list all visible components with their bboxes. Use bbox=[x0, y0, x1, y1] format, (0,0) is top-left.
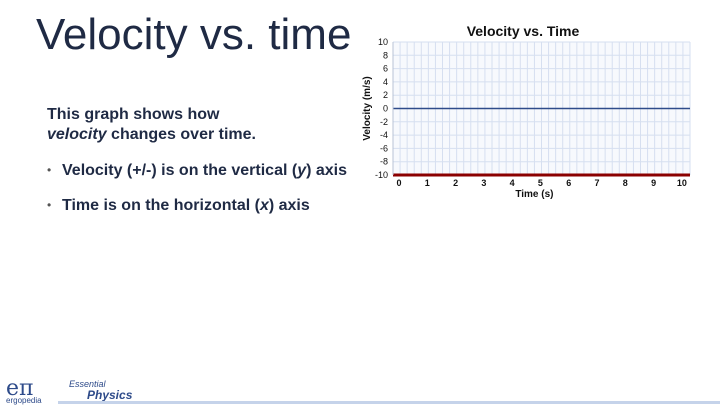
bullet-text: Velocity (+/-) is on the vertical ( bbox=[62, 162, 298, 179]
y-tick-label: -10 bbox=[375, 170, 388, 180]
bullet-variable: y bbox=[297, 162, 307, 179]
bullet-text: ) axis bbox=[306, 162, 348, 179]
y-tick-label: 0 bbox=[383, 104, 388, 114]
y-tick-label: 6 bbox=[383, 64, 388, 74]
axes-group bbox=[392, 42, 690, 177]
intro-prefix: This graph shows how bbox=[47, 106, 220, 123]
intro-suffix: changes over time. bbox=[106, 126, 256, 143]
bullet-text: ) axis bbox=[268, 197, 310, 214]
x-tick-label: 3 bbox=[481, 178, 486, 188]
x-tick-label: 2 bbox=[453, 178, 458, 188]
bullet-list: • Velocity (+/-) is on the vertical (y) … bbox=[47, 160, 347, 230]
physics-logo-text: Physics bbox=[87, 388, 133, 402]
x-tick-labels: 0 1 2 3 4 5 6 7 8 9 10 bbox=[396, 178, 686, 188]
x-tick-label: 5 bbox=[538, 178, 543, 188]
footer-divider bbox=[58, 401, 720, 404]
essential-logo-text: Essential bbox=[69, 379, 106, 389]
y-tick-label: -2 bbox=[380, 117, 388, 127]
x-axis-label: Time (s) bbox=[515, 189, 553, 200]
bullet-item-time-axis: • Time is on the horizontal (x) axis bbox=[47, 195, 347, 216]
ergopedia-logo-icon: eπ bbox=[6, 376, 34, 401]
chart-title: Velocity vs. Time bbox=[467, 23, 580, 39]
y-tick-label: 2 bbox=[383, 90, 388, 100]
x-tick-label: 7 bbox=[594, 178, 599, 188]
y-axis-label: Velocity (m/s) bbox=[362, 76, 373, 140]
y-tick-label: 4 bbox=[383, 77, 388, 87]
y-tick-label: -6 bbox=[380, 143, 388, 153]
x-tick-label: 4 bbox=[510, 178, 515, 188]
x-tick-label: 8 bbox=[623, 178, 628, 188]
bullet-variable: x bbox=[259, 197, 269, 214]
y-tick-label: 10 bbox=[378, 37, 388, 47]
bullet-dot-icon: • bbox=[47, 198, 52, 212]
bullet-text: Time is on the horizontal ( bbox=[62, 197, 260, 214]
y-tick-label: 8 bbox=[383, 50, 388, 60]
intro-emphasis: velocity bbox=[47, 126, 107, 143]
x-tick-label: 1 bbox=[425, 178, 430, 188]
bullet-dot-icon: • bbox=[47, 163, 52, 177]
ergopedia-logo-name: ergopedia bbox=[6, 396, 42, 405]
intro-text: This graph shows how velocity changes ov… bbox=[47, 105, 347, 145]
x-tick-label: 6 bbox=[566, 178, 571, 188]
y-tick-labels: 10 8 6 4 2 0 -2 -4 -6 -8 -10 bbox=[375, 37, 388, 180]
x-tick-label: 0 bbox=[396, 178, 401, 188]
y-tick-label: -4 bbox=[380, 130, 388, 140]
slide-title: Velocity vs. time bbox=[36, 10, 352, 59]
y-tick-label: -8 bbox=[380, 157, 388, 167]
velocity-time-chart: Velocity vs. Time 10 8 6 4 2 0 -2 -4 -6 -8 -10 0 1 2… bbox=[362, 23, 691, 200]
x-tick-label: 10 bbox=[677, 178, 687, 188]
bullet-item-velocity-axis: • Velocity (+/-) is on the vertical (y) … bbox=[47, 160, 347, 181]
x-tick-label: 9 bbox=[651, 178, 656, 188]
